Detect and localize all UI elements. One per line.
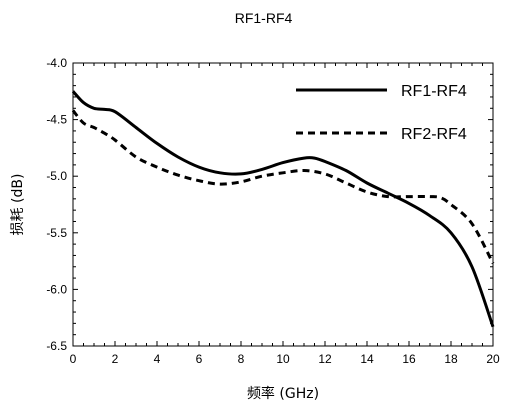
x-tick-label: 16 [402,352,416,366]
x-tick-label: 0 [70,352,77,366]
x-tick-label: 6 [196,352,203,366]
y-tick-label: -5.0 [46,169,67,183]
y-tick-label: -6.0 [46,282,67,296]
legend-label-2: RF2-RF4 [401,126,467,143]
chart-title: RF1-RF4 [234,10,293,26]
x-tick-label: 14 [360,352,374,366]
legend-label-1: RF1-RF4 [401,83,467,100]
ticks: 0 2 4 6 8 10 12 14 16 18 20 -4.0 -4.5 -5.0 -5.5 -6.0 -6.… [46,56,500,366]
x-tick-label: 8 [238,352,245,366]
series-line-2 [71,109,495,265]
series-lines [71,90,495,328]
legend: RF1-RF4 RF2-RF4 [296,83,467,143]
x-tick-label: 2 [112,352,119,366]
x-tick-label: 18 [444,352,458,366]
x-tick-label: 12 [318,352,332,366]
plot-frame [72,62,494,347]
y-tick-label: -4.0 [46,56,67,70]
x-tick-label: 20 [486,352,500,366]
y-tick-label: -4.5 [46,113,67,127]
y-tick-label: -6.5 [46,339,67,353]
y-tick-label: -5.5 [46,226,67,240]
x-axis-title: 频率 (GHz) [247,385,319,402]
series-line-1 [71,90,495,328]
axes [72,62,494,347]
y-axis-title: 损耗 (dB) [10,174,26,236]
x-tick-label: 10 [276,352,290,366]
x-tick-label: 4 [154,352,161,366]
